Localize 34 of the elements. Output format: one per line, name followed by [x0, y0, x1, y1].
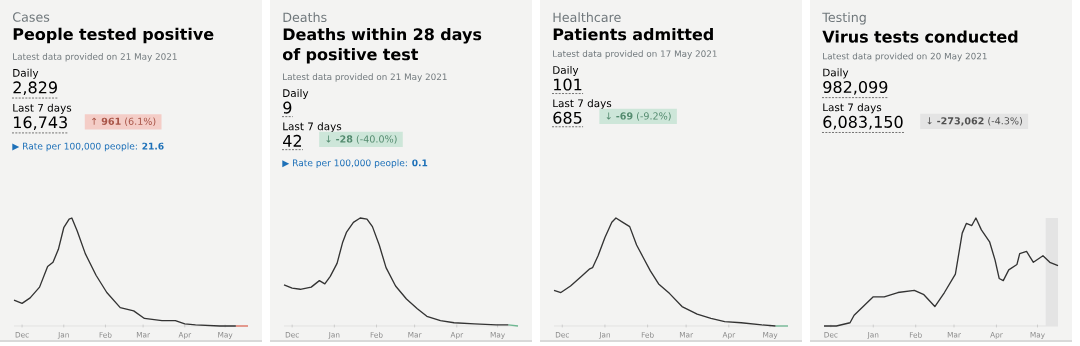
text: 6,083,150: [823, 115, 903, 130]
text: 42: [283, 134, 302, 147]
text: Last 7 days: [823, 103, 882, 114]
text: ↓ -273,062 (-4.3%): [927, 117, 1022, 126]
text: Latest data provided on 17 May 2021: [553, 50, 717, 59]
text: 685: [553, 111, 582, 124]
chart-title: Deaths within 28 days of positive test: [282, 27, 482, 64]
text: Daily: [553, 65, 579, 76]
text: 2,829: [13, 81, 57, 96]
text: Last 7 days: [283, 122, 342, 133]
text: Daily: [823, 68, 849, 79]
text: Latest data provided on 20 May 2021: [823, 52, 987, 62]
text: ▶ Rate per 100,000 people: 0.1: [282, 159, 428, 169]
text: Last 7 days: [553, 99, 612, 110]
text: 9: [283, 101, 292, 114]
text: 101: [554, 78, 582, 91]
chart-title: People tested positive: [13, 27, 214, 44]
text: ▶ Rate per 100,000 people: 21.6: [12, 142, 164, 152]
chart-subtitle: Testing: [822, 12, 866, 25]
chart-title: Virus tests conducted: [822, 30, 1018, 43]
text: Daily: [13, 68, 39, 79]
text: Last 7 days: [13, 103, 72, 114]
chart-subtitle: Healthcare: [553, 12, 621, 23]
text: ↓ -28 (-40.0%): [326, 135, 397, 144]
chart-title: Patients admitted: [553, 27, 713, 41]
text: Latest data provided on 21 May 2021: [13, 53, 177, 62]
text: 982,099: [823, 80, 888, 95]
text: Daily: [283, 89, 309, 100]
chart-subtitle: Deaths: [283, 12, 327, 23]
text: ↓ -69 (-9.2%): [606, 112, 671, 121]
text: ↑ 961 (6.1%): [92, 117, 156, 127]
text: Latest data provided on 21 May 2021: [283, 73, 447, 82]
text: 16,743: [14, 116, 67, 130]
chart-subtitle: Cases: [12, 12, 50, 22]
